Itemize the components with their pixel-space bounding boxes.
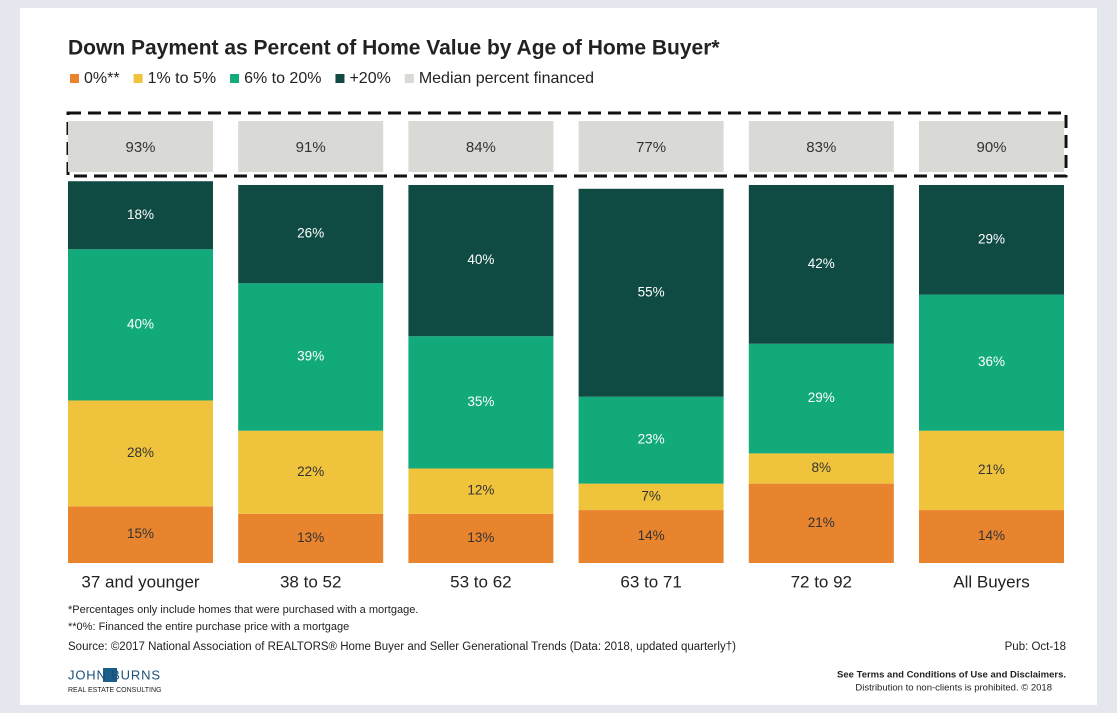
legend-swatch (335, 74, 345, 83)
median-label: 93% (125, 139, 155, 156)
bar-segment (408, 185, 554, 337)
bar-value-label: 14% (978, 528, 1005, 543)
bar-segment (408, 513, 554, 563)
bar-segment (578, 483, 724, 511)
x-tick-label: 38 to 52 (280, 572, 341, 591)
median-label: 83% (806, 139, 836, 156)
median-label: 84% (466, 139, 496, 156)
bar-segment (748, 343, 894, 454)
bar-value-label: 26% (297, 226, 324, 241)
x-tick-label: 72 to 92 (791, 572, 852, 591)
disclaimer: See Terms and Conditions of Use and Disc… (837, 670, 1066, 681)
bar-value-label: 18% (127, 207, 154, 222)
median-box (919, 121, 1064, 172)
x-tick-label: 37 and younger (81, 572, 199, 591)
bar-segment (238, 283, 384, 431)
bar-segment (68, 181, 213, 250)
median-label: 77% (636, 139, 666, 156)
chart-title: Down Payment as Percent of Home Value by… (68, 37, 720, 60)
bar-segment (919, 510, 1064, 563)
bar-segment (578, 188, 724, 397)
bar-value-label: 55% (638, 284, 665, 299)
pub-date: Pub: Oct-18 (1005, 641, 1066, 653)
median-label: 91% (296, 139, 326, 156)
bar-segment (238, 430, 384, 514)
legend-swatch (230, 74, 240, 83)
bar-segment (408, 336, 554, 469)
bar-segment (408, 468, 554, 514)
bar-value-label: 36% (978, 354, 1005, 369)
bar-segment (919, 185, 1064, 295)
disclaimer: Distribution to non-clients is prohibite… (855, 683, 1052, 694)
median-box (748, 121, 894, 172)
bar-value-label: 29% (978, 231, 1005, 246)
logo: JOHN BURNS (68, 667, 160, 682)
bar-segment (238, 185, 384, 284)
footnote: *Percentages only include homes that wer… (68, 604, 418, 616)
bar-segment (68, 400, 213, 507)
bar-value-label: 22% (297, 464, 324, 479)
bar-value-label: 7% (641, 488, 661, 503)
median-box (408, 121, 554, 172)
median-box (238, 121, 384, 172)
bar-value-label: 13% (467, 530, 494, 545)
bar-segment (578, 510, 724, 563)
bar-value-label: 14% (638, 528, 665, 543)
bar-value-label: 13% (297, 530, 324, 545)
legend-label: Median percent financed (419, 70, 594, 87)
bar-value-label: 28% (127, 445, 154, 460)
median-box (68, 121, 213, 172)
bar-value-label: 21% (808, 515, 835, 530)
bar-segment (68, 249, 213, 401)
legend-label: 1% to 5% (148, 70, 216, 87)
bar-value-label: 15% (127, 526, 154, 541)
bar-value-label: 21% (978, 462, 1005, 477)
bar-value-label: 39% (297, 349, 324, 364)
legend-label: +20% (349, 70, 390, 87)
bar-value-label: 42% (808, 256, 835, 271)
bar-segment (748, 453, 894, 484)
bar-value-label: 40% (127, 316, 154, 331)
source: Source: ©2017 National Association of RE… (68, 641, 736, 653)
logo-sub: REAL ESTATE CONSULTING (68, 687, 161, 694)
logo-icon (103, 668, 117, 682)
bar-segment (68, 506, 213, 563)
bar-segment (919, 430, 1064, 511)
bar-value-label: 12% (467, 483, 494, 498)
bar-value-label: 23% (638, 432, 665, 447)
x-tick-label: 63 to 71 (620, 572, 681, 591)
legend-swatch (404, 74, 414, 83)
x-tick-label: 53 to 62 (450, 572, 511, 591)
bar-segment (238, 513, 384, 563)
median-label: 90% (976, 139, 1006, 156)
bar-value-label: 40% (467, 252, 494, 267)
legend-swatch (133, 74, 143, 83)
bar-segment (578, 396, 724, 484)
median-box (578, 121, 724, 172)
footnote: **0%: Financed the entire purchase price… (68, 621, 349, 633)
bar-segment (748, 483, 894, 563)
bar-segment (748, 185, 894, 344)
bar-value-label: 35% (467, 394, 494, 409)
legend-swatch (70, 74, 79, 83)
bar-value-label: 8% (812, 460, 832, 475)
legend-label: 6% to 20% (244, 70, 321, 87)
x-tick-label: All Buyers (953, 572, 1030, 591)
bar-segment (919, 294, 1064, 431)
legend-label: 0%** (84, 70, 120, 87)
bar-value-label: 29% (808, 390, 835, 405)
